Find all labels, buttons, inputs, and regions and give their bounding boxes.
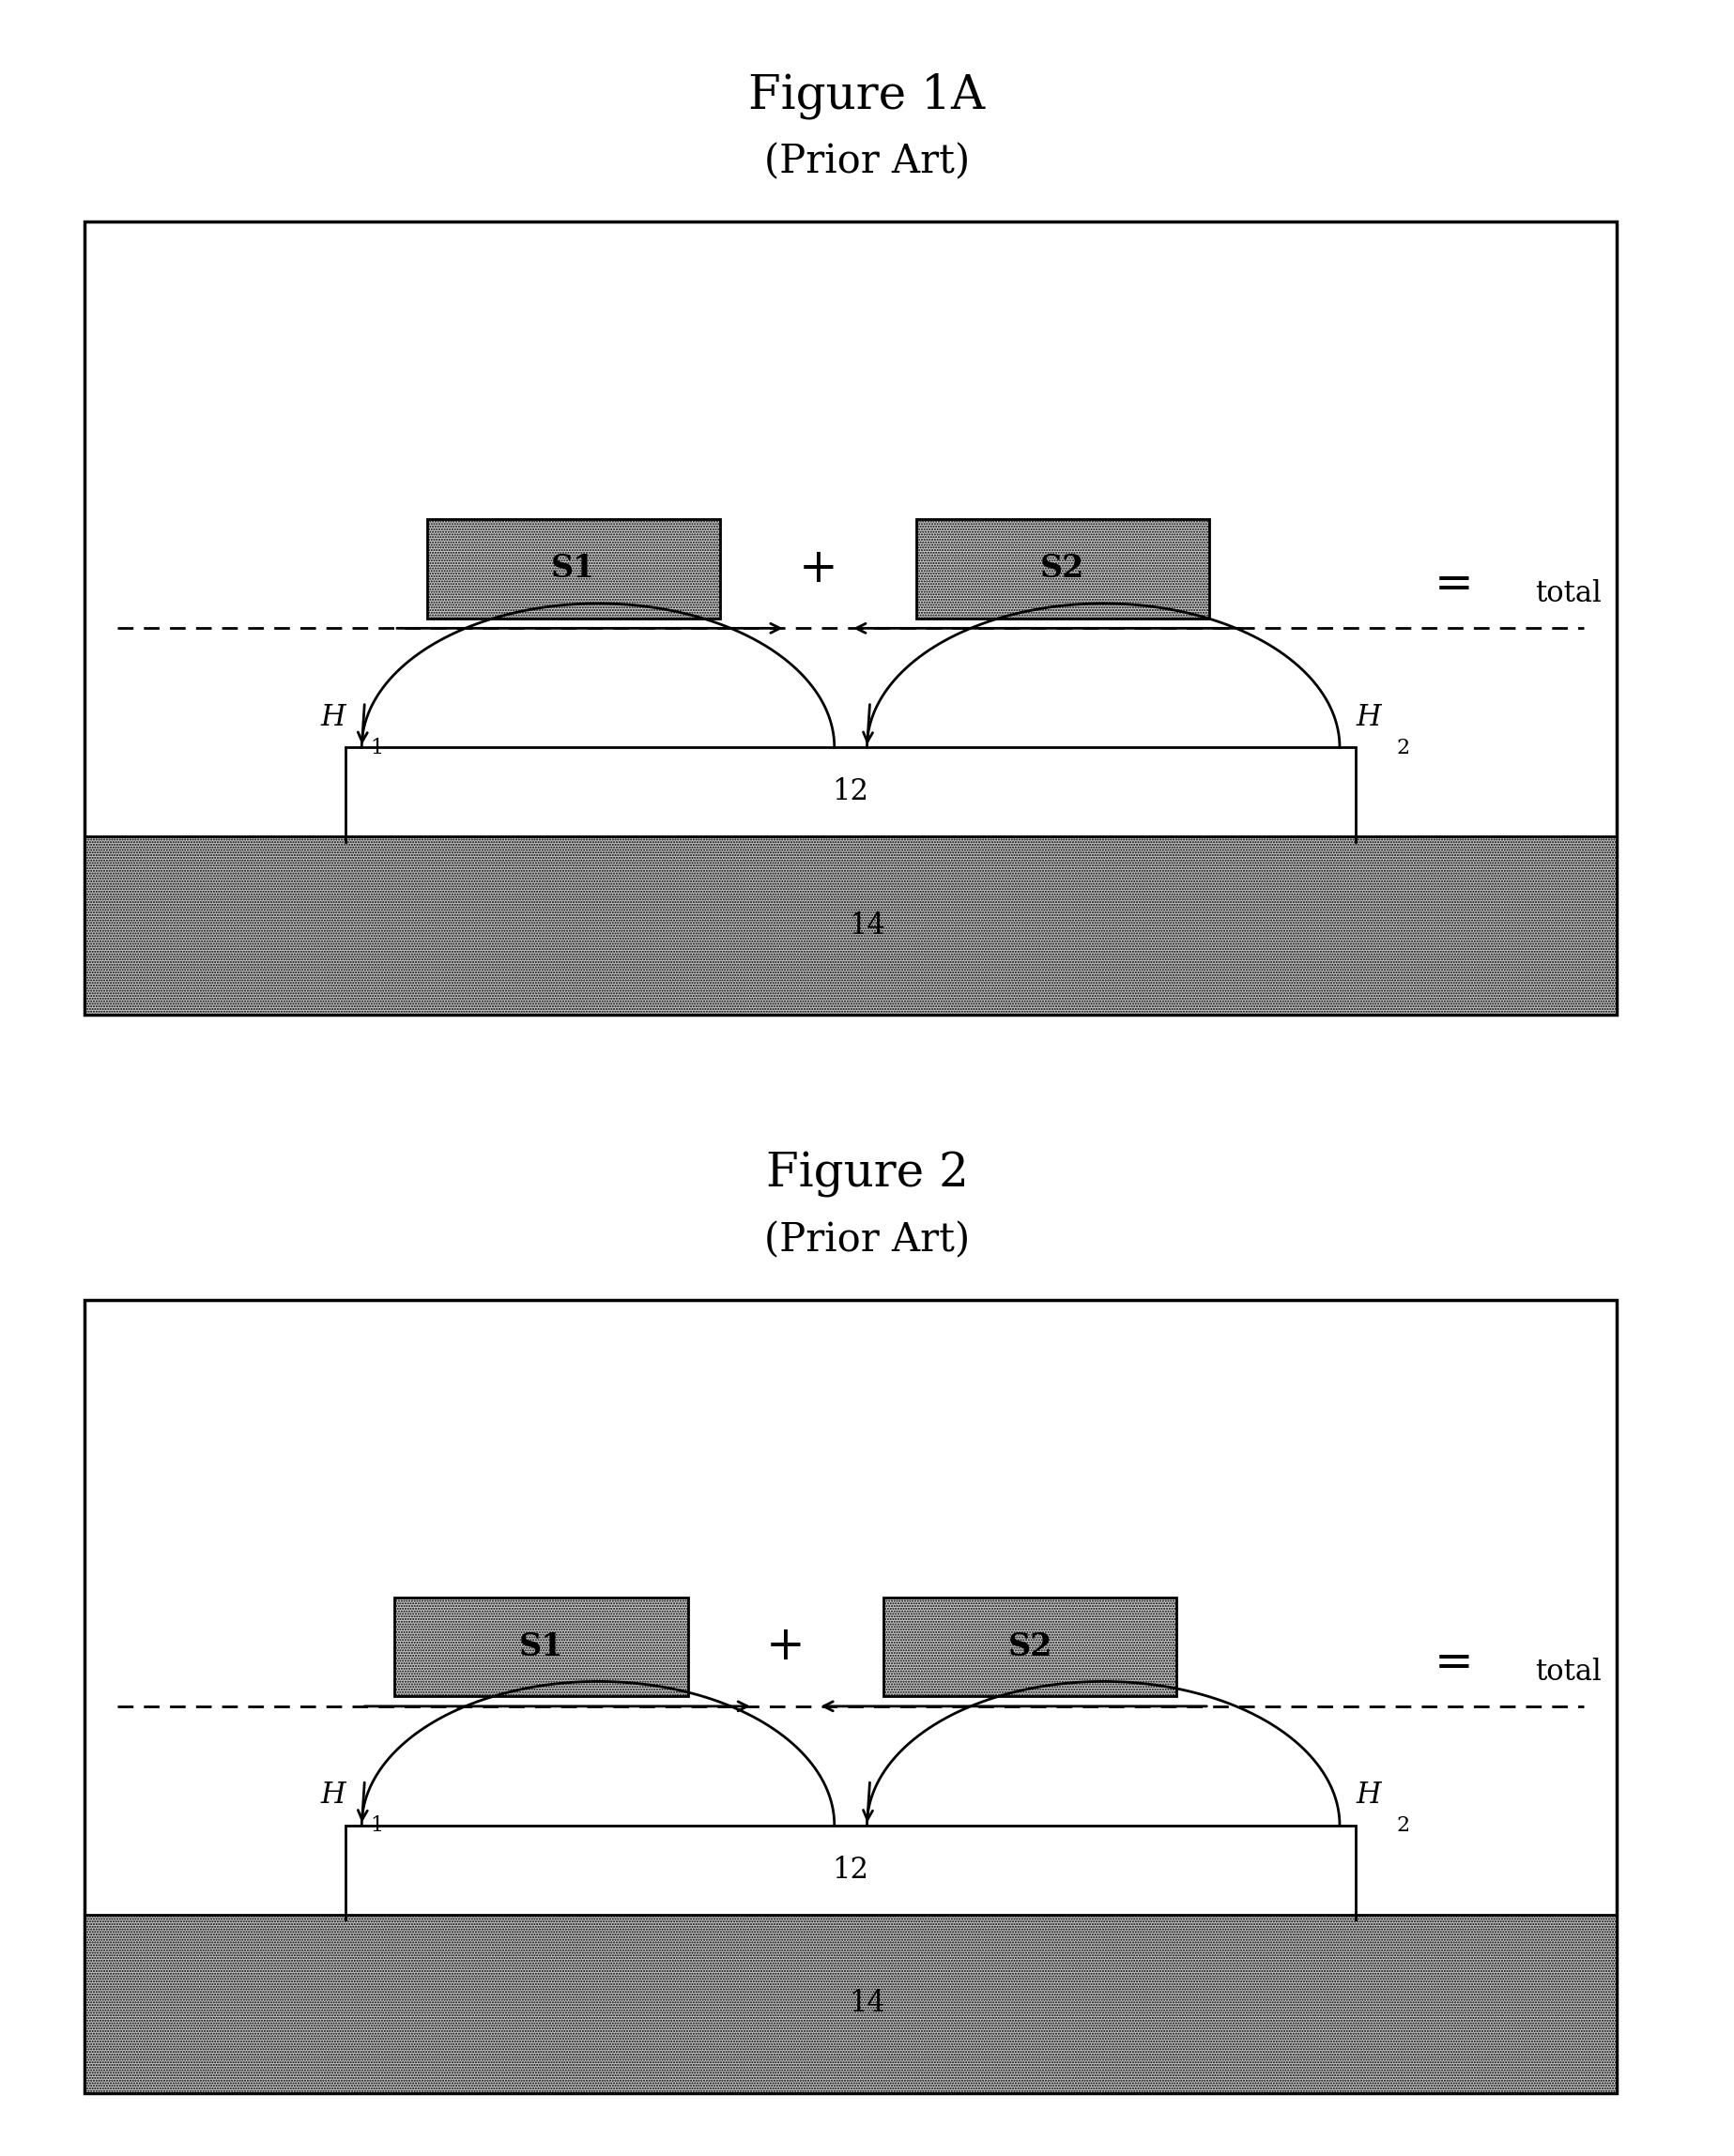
Bar <box>394 1598 688 1697</box>
Text: 14: 14 <box>850 912 884 940</box>
Text: H: H <box>1356 703 1380 733</box>
Bar <box>85 1300 1616 2093</box>
Text: S2: S2 <box>1007 1632 1053 1662</box>
Text: 2: 2 <box>1398 737 1410 759</box>
Bar <box>883 1598 1177 1697</box>
Text: Figure 2: Figure 2 <box>766 1151 968 1197</box>
Text: 14: 14 <box>850 1990 884 2018</box>
Text: (Prior Art): (Prior Art) <box>765 142 969 181</box>
Text: Figure 1A: Figure 1A <box>749 73 985 119</box>
Bar <box>85 1915 1616 2093</box>
Text: (Prior Art): (Prior Art) <box>765 1220 969 1259</box>
Text: S1: S1 <box>551 554 596 584</box>
Bar <box>85 1915 1616 2093</box>
Text: +: + <box>766 1623 805 1671</box>
Text: S2: S2 <box>1040 554 1085 584</box>
Text: =: = <box>1434 563 1474 608</box>
Bar <box>883 1598 1177 1697</box>
Bar <box>345 748 1356 837</box>
Text: H: H <box>1356 1781 1380 1811</box>
Bar <box>916 520 1209 619</box>
Bar <box>345 1826 1356 1915</box>
Bar <box>427 520 720 619</box>
Text: H: H <box>321 1781 345 1811</box>
Bar <box>85 837 1616 1015</box>
Bar <box>394 1598 688 1697</box>
Text: +: + <box>798 545 838 593</box>
Text: =: = <box>1434 1641 1474 1686</box>
Bar <box>85 837 1616 1015</box>
Bar <box>916 520 1209 619</box>
Text: S1: S1 <box>518 1632 564 1662</box>
Bar <box>85 222 1616 1015</box>
Text: total: total <box>1535 1658 1602 1686</box>
Bar <box>427 520 720 619</box>
Text: 1: 1 <box>369 1815 383 1837</box>
Text: 12: 12 <box>832 1856 869 1884</box>
Text: total: total <box>1535 580 1602 608</box>
Text: 12: 12 <box>832 778 869 806</box>
Text: 2: 2 <box>1398 1815 1410 1837</box>
Text: 1: 1 <box>369 737 383 759</box>
Text: H: H <box>321 703 345 733</box>
